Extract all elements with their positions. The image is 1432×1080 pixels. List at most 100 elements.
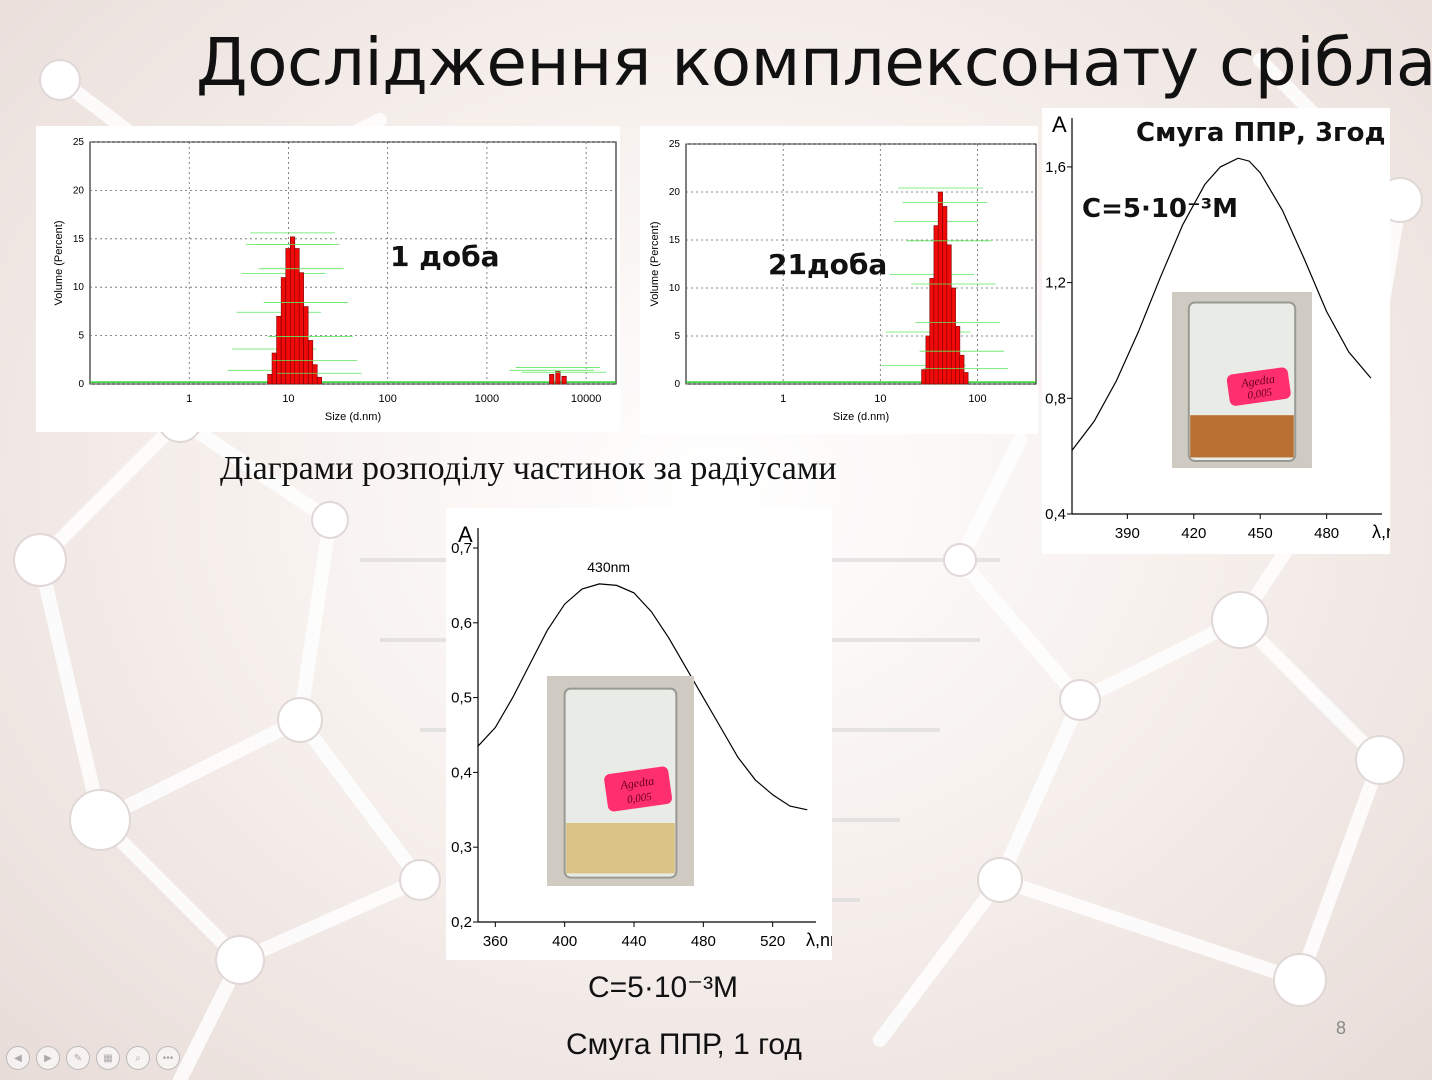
beaker-liquid [1190, 415, 1294, 458]
y-tick-label: 0,3 [451, 839, 472, 856]
distribution-bar [316, 376, 322, 385]
x-tick-label: 1 [186, 393, 192, 405]
beaker-label-sticker [604, 766, 672, 812]
y-tick-label: 15 [669, 235, 681, 246]
absorbance-curve [1071, 157, 1372, 451]
y-axis-label: A [458, 522, 473, 547]
distribution-bar [921, 369, 927, 385]
x-tick-label: 450 [1248, 525, 1273, 542]
x-tick-label: 1 [780, 393, 786, 405]
zoom-icon[interactable]: ⌕ [126, 1046, 150, 1070]
distribution-bar [308, 340, 314, 385]
x-tick-label: 10000 [571, 393, 602, 405]
spr-band-3h-chart: 0,4 0,8 1,2 1,6 390 420 450 480 Aλ,nm [1042, 108, 1390, 554]
y-tick-label: 25 [669, 139, 681, 150]
y-tick-label: 20 [669, 187, 681, 198]
distribution-bar [959, 354, 965, 385]
slide-number: 8 [1336, 1018, 1347, 1038]
y-tick-label: 0,6 [451, 615, 472, 632]
distribution-bar [267, 374, 273, 385]
distribution-bar [312, 364, 318, 385]
distribution-bar [963, 372, 969, 385]
x-tick-label: 480 [691, 933, 716, 950]
spr-1h-title: Смуга ППР, 1 год [566, 1028, 802, 1061]
spr-3h-concentration: C=5·10⁻³M [1082, 194, 1238, 224]
y-tick-label: 10 [669, 283, 681, 294]
x-tick-label: 360 [483, 933, 508, 950]
more-icon[interactable]: ••• [156, 1046, 180, 1070]
slide-title: Дослідження комплексонату срібла [196, 24, 1432, 101]
y-tick-label: 0,4 [451, 764, 472, 781]
distribution-bar [549, 374, 555, 385]
y-tick-label: 15 [73, 234, 85, 245]
y-tick-label: 10 [73, 282, 85, 293]
beaker-label-text: Agedta [618, 774, 655, 793]
beaker-label-text: Agedta [1239, 372, 1276, 391]
y-tick-label: 0,8 [1045, 390, 1066, 407]
distribution-bar [555, 371, 561, 385]
x-tick-label: 10 [282, 393, 294, 405]
day1-annotation: 1 доба [390, 240, 500, 273]
x-tick-label: 420 [1181, 525, 1206, 542]
beaker-photo-3h: Agedta 0,005 [1172, 292, 1312, 468]
distribution-bar [561, 375, 567, 385]
y-tick-label: 0 [674, 379, 680, 390]
x-axis-label: λ,nm [806, 930, 832, 950]
pen-icon[interactable]: ✎ [66, 1046, 90, 1070]
distribution-caption: Діаграми розподілу частинок за радіусами [220, 450, 837, 487]
spr-3h-title: Смуга ППР, 3год [1136, 118, 1386, 148]
size-distribution-plot-day1: 0 5 10 15 20 25 1 10 100 1000 10000 Size (d.nm) Volu… [53, 137, 617, 423]
distribution-bar [290, 236, 296, 385]
x-tick-label: 10 [874, 393, 886, 405]
distribution-bar [946, 244, 952, 385]
distribution-bar [942, 206, 948, 385]
plot-frame [89, 141, 617, 385]
y-tick-label: 25 [73, 137, 85, 148]
spr-band-3h-plot: 0,4 0,8 1,2 1,6 390 420 450 480 Aλ,nm [1045, 112, 1390, 542]
y-axis-label: Volume (Percent) [53, 221, 65, 306]
spr-band-1h-plot: 0,2 0,3 0,4 0,5 0,6 0,7 360 400 440 480 520 Aλ,nm 43… [451, 522, 832, 950]
distribution-bar [280, 277, 286, 385]
distribution-bar [933, 225, 939, 385]
day21-annotation: 21доба [768, 248, 888, 281]
x-tick-label: 440 [621, 933, 646, 950]
beaker-photo-1h: Agedta 0,005 [547, 676, 694, 886]
distribution-bar [955, 326, 961, 385]
absorbance-curve [477, 583, 808, 811]
x-tick-label: 400 [552, 933, 577, 950]
x-axis-label: Size (d.nm) [325, 411, 381, 423]
x-tick-label: 100 [378, 393, 396, 405]
y-tick-label: 0,5 [451, 690, 472, 707]
next-icon[interactable]: ▶ [36, 1046, 60, 1070]
x-tick-label: 100 [968, 393, 986, 405]
beaker-label-sticker [1226, 367, 1291, 406]
y-axis-label: A [1052, 112, 1067, 137]
distribution-bar [298, 272, 304, 385]
y-axis-label: Volume (Percent) [649, 222, 661, 307]
y-tick-label: 0,4 [1045, 506, 1066, 523]
size-distribution-plot-day21: 0 5 10 15 20 25 1 10 100 Size (d.nm) Volume (Perce… [649, 139, 1037, 423]
y-tick-label: 1,6 [1045, 159, 1066, 176]
spr-1h-concentration: C=5·10⁻³M [588, 971, 739, 1004]
y-tick-label: 0 [78, 379, 84, 390]
slides-icon[interactable]: ▦ [96, 1046, 120, 1070]
prev-icon[interactable]: ◀ [6, 1046, 30, 1070]
size-distribution-chart-day1: 0 5 10 15 20 25 1 10 100 1000 10000 Size (d.nm) Volu… [36, 126, 620, 432]
presentation-nav-bar: ◀ ▶ ✎ ▦ ⌕ ••• [6, 1046, 180, 1070]
distribution-bar [276, 315, 282, 385]
y-tick-label: 5 [78, 331, 84, 342]
distribution-bar [950, 287, 956, 385]
x-axis-label: λ,nm [1372, 522, 1390, 542]
y-tick-label: 1,2 [1045, 275, 1066, 292]
distribution-bar [303, 306, 309, 385]
y-tick-label: 20 [73, 185, 85, 196]
x-tick-label: 520 [760, 933, 785, 950]
x-tick-label: 390 [1115, 525, 1140, 542]
x-axis-label: Size (d.nm) [833, 411, 889, 423]
distribution-bar [937, 191, 943, 385]
x-tick-label: 1000 [475, 393, 499, 405]
distribution-bar [271, 352, 277, 385]
y-tick-label: 5 [674, 331, 680, 342]
